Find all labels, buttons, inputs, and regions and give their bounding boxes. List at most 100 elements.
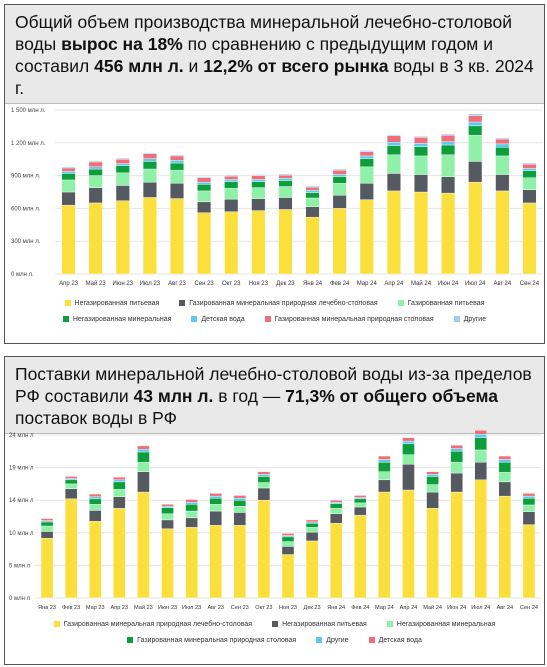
bar-segment	[354, 498, 367, 504]
bar-segment	[332, 183, 347, 196]
x-tick-label: Апр 23	[111, 605, 129, 611]
bar-segment	[209, 525, 222, 599]
bar-segment	[305, 540, 319, 599]
bar-segment	[89, 521, 102, 599]
bar-segment	[281, 554, 295, 599]
bar-segment	[305, 197, 320, 207]
legend-label: Другие	[463, 315, 487, 323]
bar-segment	[441, 192, 456, 275]
bar-segment	[474, 479, 487, 599]
bar-segment	[281, 541, 295, 547]
legend-label: Газированная минеральная природная лечеб…	[189, 299, 378, 307]
bar-segment	[378, 491, 391, 599]
x-tick-label: Апр 24	[400, 605, 418, 611]
bar-segment	[278, 186, 293, 198]
bar-segment	[251, 179, 266, 182]
bar-segment	[185, 499, 198, 503]
bar-segment	[115, 165, 130, 174]
bar-segment	[89, 498, 102, 505]
headline-emphasis: вырос на 18%	[61, 34, 183, 54]
bar-segment	[251, 198, 266, 211]
bar-segment	[522, 168, 537, 171]
bar-segment	[278, 180, 293, 187]
x-tick-label: Ноя 23	[249, 281, 269, 287]
x-tick-label: Июл 23	[140, 281, 161, 287]
bar-segment	[386, 154, 401, 174]
bar-segment	[329, 508, 343, 514]
headline-part: воды в 3 кв. 2024 г.	[15, 56, 534, 98]
bar-segment	[522, 511, 536, 525]
bar-segment	[441, 176, 456, 194]
bar-segment	[89, 504, 102, 511]
bar-segment	[251, 187, 266, 199]
bar-segment	[185, 502, 198, 505]
legend-label: Газированная минеральная природная столо…	[137, 636, 297, 644]
legend-item: Негазированная питьевая	[64, 295, 159, 311]
legend-swatch	[191, 316, 198, 322]
bar-segment	[224, 198, 239, 212]
bar-segment	[185, 527, 198, 599]
bar-segment	[495, 137, 510, 140]
bar-segment	[185, 510, 198, 519]
legend-label: Негазированная питьевая	[282, 620, 367, 628]
bar-segment	[441, 133, 456, 136]
bar-segment	[113, 476, 126, 481]
bar-segment	[450, 472, 463, 493]
bar-segment	[332, 169, 347, 175]
bar-segment	[197, 201, 212, 213]
bar-segment	[386, 142, 401, 146]
bar-segment	[113, 481, 126, 490]
bar-segment	[61, 173, 76, 181]
bar-segment	[170, 154, 184, 157]
bar-segment	[115, 157, 130, 160]
legend-item: Детская вода	[191, 311, 245, 327]
bar-segment	[40, 538, 54, 599]
bar-segment	[354, 514, 367, 599]
legend-swatch	[397, 300, 404, 306]
bar-segment	[450, 444, 463, 449]
headline-part: по сравнению с предыдущим годом и состав…	[15, 34, 493, 76]
x-tick-label: Июн 24	[438, 281, 459, 287]
legend-label: Другие	[326, 636, 349, 644]
legend-swatch	[53, 621, 60, 627]
legend-item: Газированная минеральная природная столо…	[127, 632, 296, 648]
bar-segment	[522, 170, 537, 178]
bar-segment	[378, 455, 391, 460]
bar-segment	[522, 163, 537, 169]
production-headline: Общий объем производства минеральной леч…	[5, 5, 544, 104]
bar-segment	[170, 183, 184, 199]
x-tick-label: Июл 24	[471, 605, 490, 611]
bar-segment	[115, 158, 130, 164]
bar-segment	[426, 474, 439, 477]
bar-segment	[450, 448, 463, 452]
bar-segment	[474, 430, 487, 435]
bar-segment	[281, 533, 295, 536]
legend-label: Газированная минеральная природная столо…	[274, 315, 434, 323]
x-tick-label: Янв 23	[38, 605, 56, 611]
bar-segment	[137, 471, 150, 493]
imports-legend: Газированная минеральная природная лечеб…	[5, 616, 544, 648]
bar-segment	[426, 476, 439, 485]
bar-segment	[522, 495, 536, 499]
x-tick-label: Май 23	[134, 604, 153, 611]
bar-segment	[64, 476, 78, 479]
bar-segment	[414, 137, 428, 144]
legend-item: Другие	[453, 311, 487, 327]
bar-segment	[498, 459, 512, 463]
bar-segment	[281, 536, 295, 542]
bar-segment	[233, 499, 247, 507]
bar-segment	[495, 190, 510, 275]
bar-segment	[161, 513, 174, 521]
bar-segment	[386, 190, 401, 275]
bar-segment	[359, 151, 374, 157]
x-tick-label: Окт 23	[255, 605, 272, 611]
bar-segment	[113, 489, 126, 498]
headline-part: поставок воды в РФ	[15, 408, 177, 428]
bar-segment	[197, 177, 212, 183]
bar-segment	[305, 185, 320, 188]
headline-part: Поставки минеральной лечебно-столовой во…	[15, 364, 532, 406]
y-tick-label: 0 млн л	[9, 596, 31, 602]
bar-segment	[305, 521, 319, 524]
bar-segment	[257, 476, 271, 483]
x-tick-label: Июн 23	[113, 281, 134, 287]
